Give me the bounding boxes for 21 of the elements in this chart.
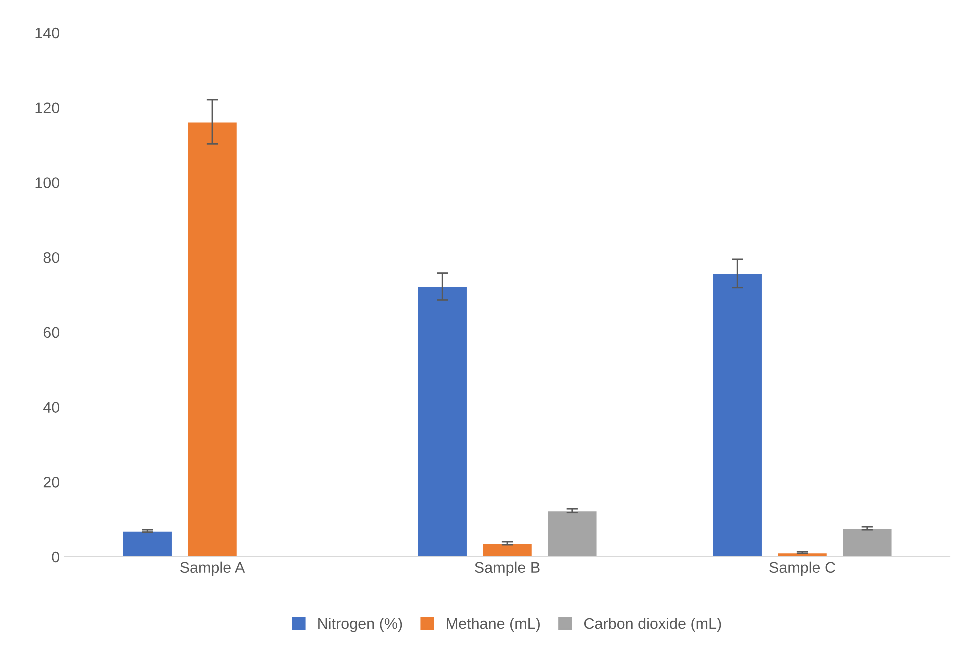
y-tick-label: 140: [36, 28, 60, 39]
bar: [186, 121, 238, 557]
y-tick-label: 120: [36, 102, 60, 114]
bar: [482, 542, 534, 557]
legend-label: Methane (mL): [447, 618, 540, 632]
y-tick-label: 40: [44, 402, 60, 413]
bar: [416, 286, 468, 557]
y-tick-label: 80: [44, 252, 60, 264]
bar: [842, 528, 894, 557]
x-tick-label: Sample A: [180, 562, 246, 576]
y-tick-label: 0: [52, 552, 60, 563]
y-tick-label: 20: [44, 477, 60, 488]
y-tick-label: 60: [44, 327, 60, 338]
bar: [546, 510, 598, 557]
bar: [122, 530, 174, 557]
bar: [712, 272, 764, 557]
legend-label: Carbon dioxide (mL): [584, 618, 722, 632]
legend-label: Nitrogen (%): [318, 618, 402, 632]
y-tick-label: 100: [36, 178, 60, 188]
x-tick-label: Sample C: [770, 562, 836, 576]
x-tick-label: Sample B: [475, 562, 540, 576]
